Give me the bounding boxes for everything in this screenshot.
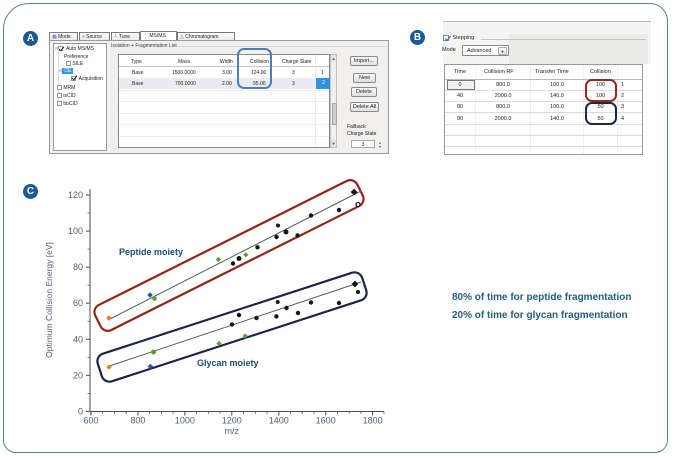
svg-text:Optimum Collision Energy [eV]: Optimum Collision Energy [eV]: [44, 242, 54, 358]
svg-text:1600: 1600: [316, 416, 336, 426]
svg-text:60: 60: [73, 298, 83, 308]
svg-text:1000: 1000: [175, 416, 195, 426]
svg-text:600: 600: [83, 416, 98, 426]
svg-text:0: 0: [78, 407, 83, 417]
svg-text:Peptide moiety: Peptide moiety: [119, 247, 183, 257]
svg-text:120: 120: [68, 190, 83, 200]
svg-text:20: 20: [73, 370, 83, 380]
svg-text:1400: 1400: [269, 416, 289, 426]
svg-text:1800: 1800: [363, 416, 383, 426]
svg-text:1200: 1200: [222, 416, 242, 426]
svg-text:40: 40: [73, 334, 83, 344]
svg-text:800: 800: [130, 416, 145, 426]
svg-text:m/z: m/z: [225, 426, 240, 436]
svg-text:100: 100: [68, 226, 83, 236]
svg-text:Glycan moiety: Glycan moiety: [197, 358, 259, 368]
svg-text:80: 80: [73, 262, 83, 272]
